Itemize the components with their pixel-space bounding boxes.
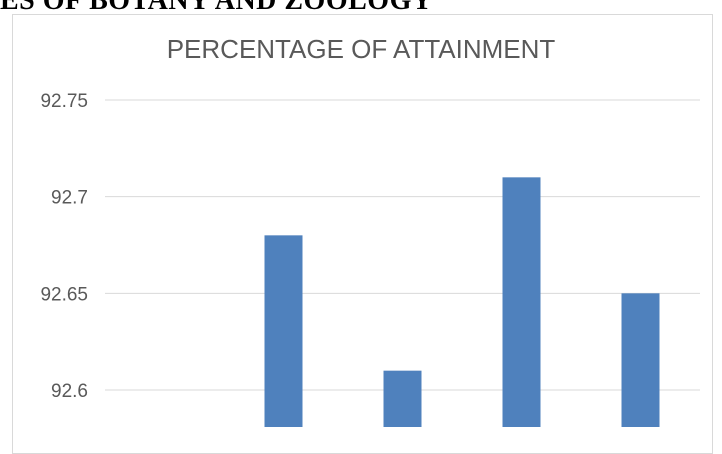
chart-title: PERCENTAGE OF ATTAINMENT xyxy=(166,34,556,64)
y-tick-label: 92.7 xyxy=(51,188,88,209)
y-tick-label: 92.75 xyxy=(40,91,88,112)
bar xyxy=(621,293,660,427)
y-tick-label: 92.65 xyxy=(40,284,88,305)
bar xyxy=(502,177,541,427)
y-tick-label: 92.6 xyxy=(51,381,88,402)
chart-plot: 92.6 92.65 92.7 92.75 xyxy=(40,91,700,427)
page-heading: ES OF BOTANY AND ZOOLOGY xyxy=(0,0,433,16)
bar xyxy=(264,235,303,427)
bar xyxy=(383,370,422,427)
chart-frame xyxy=(12,14,713,454)
